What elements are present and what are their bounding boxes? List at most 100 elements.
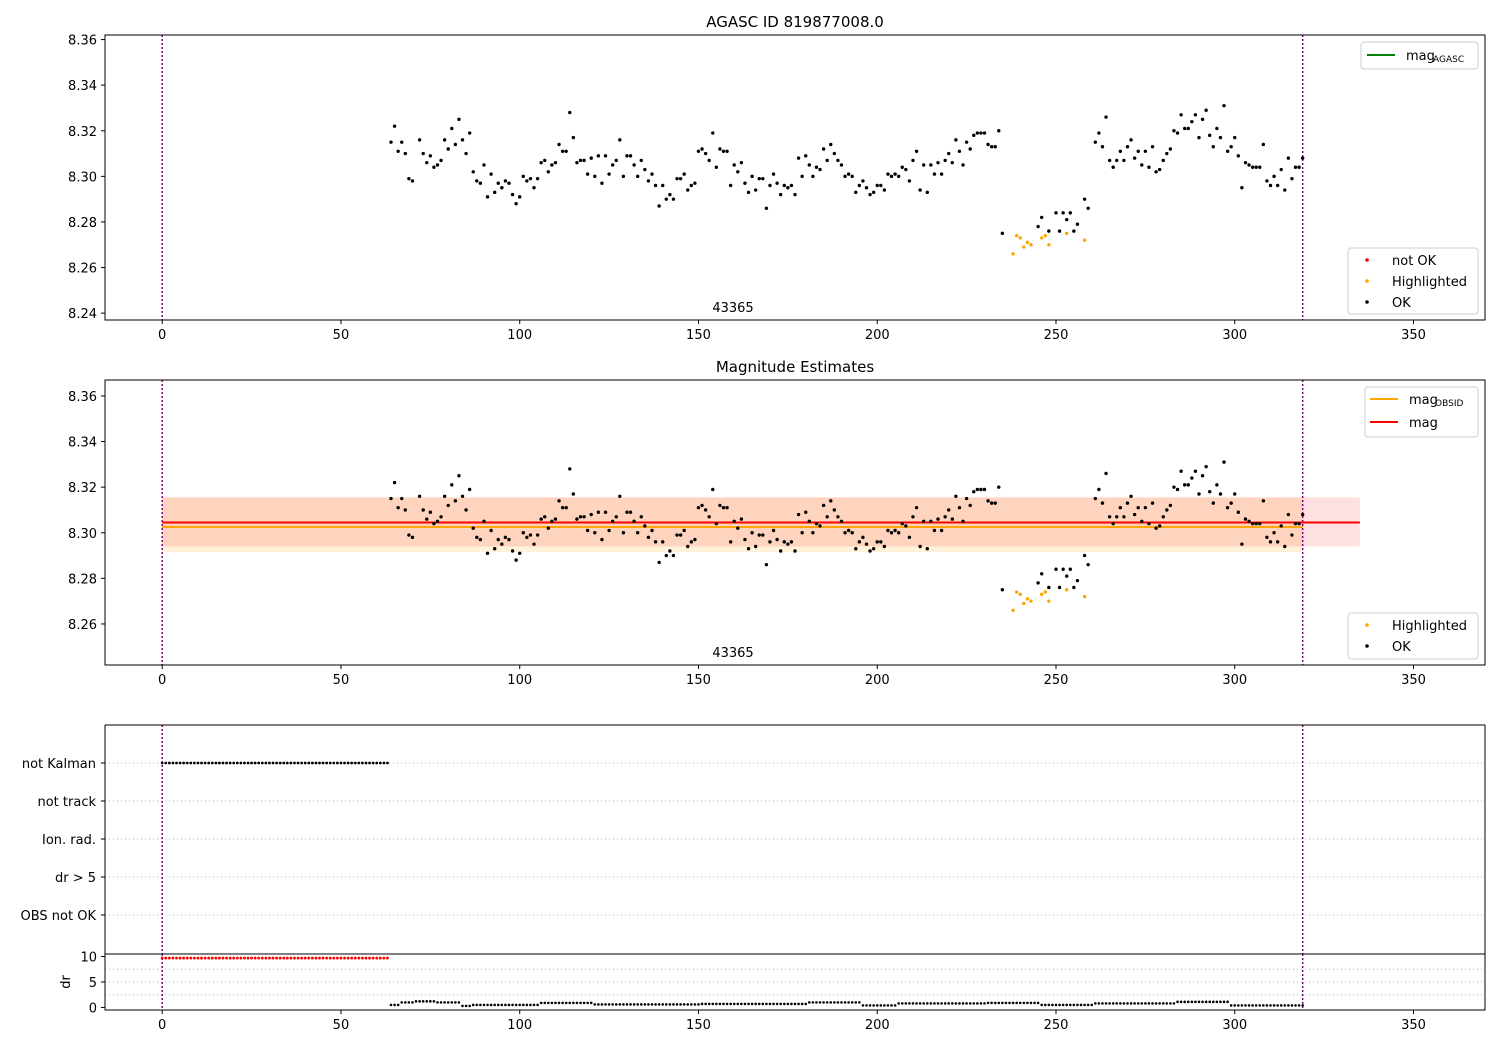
data-point-ok (1118, 149, 1123, 153)
data-point-ok (1197, 135, 1201, 140)
data-point-ok (804, 154, 808, 158)
dr-capped-point (378, 956, 382, 960)
dr-capped-point (303, 956, 307, 960)
data-point-ok (568, 467, 572, 471)
data-point-ok (1168, 503, 1173, 508)
data-point-ok (989, 501, 994, 505)
dr-point (1076, 1003, 1079, 1007)
dr-point (904, 1002, 908, 1005)
data-point-ok (657, 204, 661, 208)
y-tick-label: 8.32 (68, 481, 97, 496)
data-point-ok (721, 505, 726, 510)
x-tick-label: 0 (158, 673, 166, 688)
data-point-ok (1286, 156, 1291, 160)
data-point-ok (643, 167, 647, 172)
data-point-ok (1193, 113, 1198, 117)
y-tick-label: 10 (80, 951, 97, 966)
data-point-ok (514, 558, 518, 562)
data-point-ok (1107, 515, 1112, 519)
dr-point (636, 1003, 639, 1006)
data-point-ok (975, 487, 980, 492)
dr-point (396, 1003, 400, 1007)
data-point-ok (997, 129, 1001, 133)
data-point-ok (814, 165, 819, 169)
dr-point (668, 1003, 672, 1006)
flag-point (246, 761, 250, 765)
data-point-ok (403, 508, 408, 512)
dr-point (525, 1003, 529, 1007)
dr-point (614, 1003, 618, 1006)
data-point-ok (1275, 183, 1280, 188)
data-point-highlighted (1011, 608, 1015, 612)
dr-capped-point (271, 956, 275, 960)
data-point-ok (510, 549, 515, 553)
data-point-ok (1243, 517, 1248, 521)
flag-point (178, 761, 182, 765)
flag-point (293, 761, 296, 765)
data-point-ok (650, 172, 654, 176)
data-point-ok (1240, 542, 1244, 546)
data-point-ok (396, 149, 400, 153)
dr-point (657, 1003, 661, 1006)
data-point-ok (703, 151, 708, 156)
dr-point (854, 1001, 858, 1004)
data-point-ok (693, 181, 697, 185)
data-point-ok (1250, 165, 1255, 169)
dr-point (1269, 1004, 1272, 1007)
dr-capped-point (307, 956, 311, 960)
data-point-ok (1057, 585, 1062, 590)
data-point-ok (578, 158, 583, 163)
data-point-ok (968, 503, 972, 508)
data-point-ok (389, 496, 393, 501)
y-tick-label: 8.36 (68, 34, 97, 49)
dr-point (1254, 1004, 1258, 1007)
data-point-ok (653, 183, 658, 188)
dr-point (779, 1002, 782, 1006)
dr-point (1197, 1000, 1201, 1004)
dr-point (829, 1001, 833, 1004)
dr-point (1086, 1003, 1090, 1007)
data-point-ok (1143, 505, 1148, 510)
data-point-ok (485, 195, 490, 199)
data-point-ok (646, 179, 651, 183)
data-point-ok (732, 519, 736, 524)
data-point-ok (543, 515, 547, 519)
data-point-ok (1147, 165, 1151, 169)
data-point-highlighted (1039, 236, 1044, 240)
data-point-ok (900, 521, 904, 526)
y-tick-label: 8.30 (68, 170, 97, 185)
dr-point (757, 1002, 761, 1006)
x-tick-label: 150 (686, 1018, 711, 1033)
data-point-ok (564, 505, 568, 510)
data-point-ok (879, 540, 883, 544)
flag-point (378, 761, 382, 765)
data-point-ok (661, 540, 665, 544)
dr-point (479, 1003, 482, 1007)
data-point-ok (1075, 578, 1080, 583)
data-point-ok (392, 480, 397, 485)
dr-point (879, 1004, 883, 1007)
dr-point (1215, 1000, 1219, 1004)
dr-point (818, 1001, 822, 1004)
data-point-ok (1093, 496, 1098, 501)
data-point-ok (621, 174, 626, 179)
data-point-ok (400, 140, 404, 144)
y-tick-label: 8.26 (68, 618, 97, 633)
data-point-ok (1115, 515, 1119, 519)
data-point-ok (954, 494, 958, 498)
data-point-ok (707, 158, 711, 163)
dr-capped-point (343, 956, 346, 960)
data-point-ok (689, 540, 694, 544)
dr-point (1004, 1001, 1008, 1005)
data-point-ok (896, 174, 901, 179)
data-point-ok (625, 154, 629, 158)
dr-point (500, 1003, 504, 1007)
data-point-ok (943, 158, 947, 163)
dr-point (471, 1003, 475, 1007)
data-point-ok (839, 163, 844, 167)
dr-point (568, 1001, 572, 1005)
dr-point (922, 1002, 926, 1005)
dr-point (729, 1002, 732, 1006)
dr-point (482, 1003, 486, 1007)
data-point-ok (768, 540, 772, 544)
